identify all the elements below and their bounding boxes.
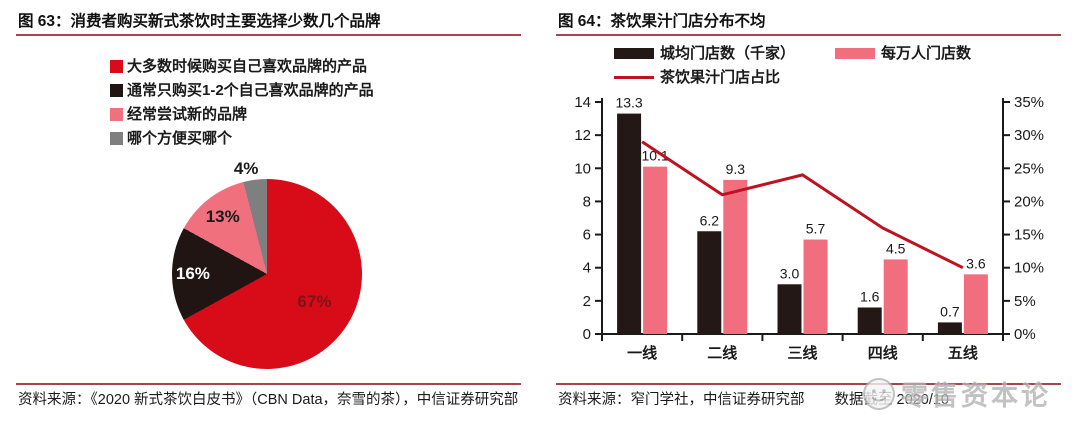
bar-city-avg — [937, 322, 962, 334]
bar-city-avg — [697, 231, 722, 334]
bar-per-10k — [803, 239, 828, 334]
legend-color-swatch — [110, 84, 123, 97]
legend-label: 经常尝试新的品牌 — [127, 106, 248, 123]
legend-label: 每万人门店数 — [881, 45, 972, 62]
pie-slice-label: 4% — [233, 158, 259, 178]
legend-item: 哪个方便买哪个 — [110, 131, 374, 146]
category-label: 二线 — [707, 344, 737, 362]
source-text-right: 资料来源：窄门学社，中信证券研究部 — [558, 392, 805, 408]
left-axis-tick-label: 4 — [583, 260, 591, 277]
bar-value-label: 9.3 — [726, 161, 746, 177]
legend-item: 每万人门店数 — [835, 46, 971, 61]
bar-value-label: 0.7 — [940, 303, 960, 319]
legend-color-swatch — [110, 132, 123, 145]
figure-63-panel: 图 63：消费者购买新式茶饮时主要选择少数几个品牌 大多数时候购买自己喜欢品牌的… — [16, 0, 522, 446]
bar-value-label: 4.5 — [886, 240, 906, 256]
bar-per-10k — [723, 179, 748, 334]
legend-item: 城均门店数（千家） — [614, 46, 795, 61]
legend-label: 茶饮果汁门店占比 — [660, 69, 781, 86]
category-label: 四线 — [868, 344, 898, 362]
left-axis-tick-label: 14 — [574, 94, 591, 111]
left-axis-tick-label: 6 — [583, 227, 591, 244]
right-axis-tick-label: 10% — [1014, 260, 1044, 277]
trend-line — [641, 140, 964, 270]
figure-63-title: 图 63：消费者购买新式茶饮时主要选择少数几个品牌 — [18, 13, 381, 30]
bar-value-label: 5.7 — [806, 221, 826, 237]
pie-slice-label: 16% — [175, 264, 210, 283]
bar-city-avg — [617, 113, 642, 334]
bar-value-label: 6.2 — [700, 212, 720, 228]
pie-legend: 大多数时候购买自己喜欢品牌的产品 通常只购买1-2个自己喜欢品牌的产品 经常尝试新的… — [110, 59, 374, 146]
right-axis-tick-label: 15% — [1014, 227, 1044, 244]
legend-row: 茶饮果汁门店占比 — [614, 70, 971, 85]
bar-city-avg — [857, 307, 882, 334]
legend-row: 城均门店数（千家） 每万人门店数 — [614, 46, 971, 61]
category-label: 三线 — [787, 344, 817, 362]
right-axis-tick-label: 20% — [1014, 193, 1044, 210]
bar-per-10k — [963, 274, 988, 334]
left-axis-tick-label: 2 — [583, 293, 591, 310]
legend-color-swatch — [110, 108, 123, 121]
pie-slice-label: 13% — [205, 206, 240, 226]
bar-city-avg — [777, 284, 802, 334]
bar-value-label: 10.1 — [641, 148, 668, 164]
figure-64-source-rule — [556, 383, 1061, 385]
legend-color-swatch — [614, 48, 654, 59]
right-axis-tick-label: 30% — [1014, 127, 1044, 144]
data-note: 数据截至 2020/10 — [834, 392, 949, 408]
legend-label: 哪个方便买哪个 — [127, 130, 233, 147]
figure-64-panel: 图 64：茶饮果汁门店分布不均 城均门店数（千家） 每万人门店数 茶饮果汁门店占比 … — [556, 0, 1062, 446]
left-axis-tick-label: 8 — [583, 193, 591, 210]
legend-label: 通常只购买1-2个自己喜欢品牌的产品 — [127, 82, 374, 99]
figure-64-title: 图 64：茶饮果汁门店分布不均 — [558, 13, 766, 30]
source-note-left: 资料来源：《2020 新式茶饮白皮书》（CBN Data，奈雪的茶），中信证券研… — [18, 392, 519, 408]
combo-legend: 城均门店数（千家） 每万人门店数茶饮果汁门店占比 — [614, 46, 971, 85]
right-axis-tick-label: 25% — [1014, 160, 1044, 177]
bar-value-label: 3.0 — [780, 265, 800, 281]
legend-item: 茶饮果汁门店占比 — [614, 70, 780, 85]
legend-label: 大多数时候购买自己喜欢品牌的产品 — [127, 58, 368, 75]
right-axis-tick-label: 5% — [1014, 293, 1036, 310]
pie-area: 67% 16% 13% 4% — [157, 158, 377, 386]
category-label: 一线 — [627, 344, 657, 362]
legend-label: 城均门店数（千家） — [660, 45, 796, 62]
legend-item: 通常只购买1-2个自己喜欢品牌的产品 — [110, 83, 374, 98]
legend-item: 大多数时候购买自己喜欢品牌的产品 — [110, 59, 374, 74]
legend-color-swatch — [110, 60, 123, 73]
figure-63-title-rule — [16, 34, 521, 36]
pie-slice-label: 67% — [297, 292, 332, 312]
legend-item: 经常尝试新的品牌 — [110, 107, 374, 122]
bar-value-label: 13.3 — [615, 95, 642, 111]
left-axis-tick-label: 0 — [583, 326, 591, 343]
category-label: 五线 — [948, 344, 978, 362]
combo-chart: 0 2 4 6 8 10 12 14 0% 5% 10% 15% 20% 25% 30% 35% 13.3 6.2… — [574, 94, 1044, 362]
bar-per-10k — [883, 259, 908, 334]
right-axis-tick-label: 35% — [1014, 94, 1044, 111]
source-note-right: 资料来源：窄门学社，中信证券研究部 数据截至 2020/10 — [558, 389, 1060, 411]
left-axis-tick-label: 10 — [574, 160, 591, 177]
figure-63-source-rule — [16, 383, 521, 385]
left-axis-tick-label: 12 — [574, 127, 591, 144]
legend-color-swatch — [835, 48, 876, 59]
bar-value-label: 3.6 — [966, 255, 986, 271]
bar-per-10k — [643, 166, 668, 334]
right-axis-tick-label: 0% — [1014, 326, 1036, 343]
figure-64-title-rule — [556, 34, 1061, 36]
pie-chart — [172, 179, 362, 369]
bar-value-label: 1.6 — [860, 288, 880, 304]
legend-line-swatch — [614, 76, 654, 79]
